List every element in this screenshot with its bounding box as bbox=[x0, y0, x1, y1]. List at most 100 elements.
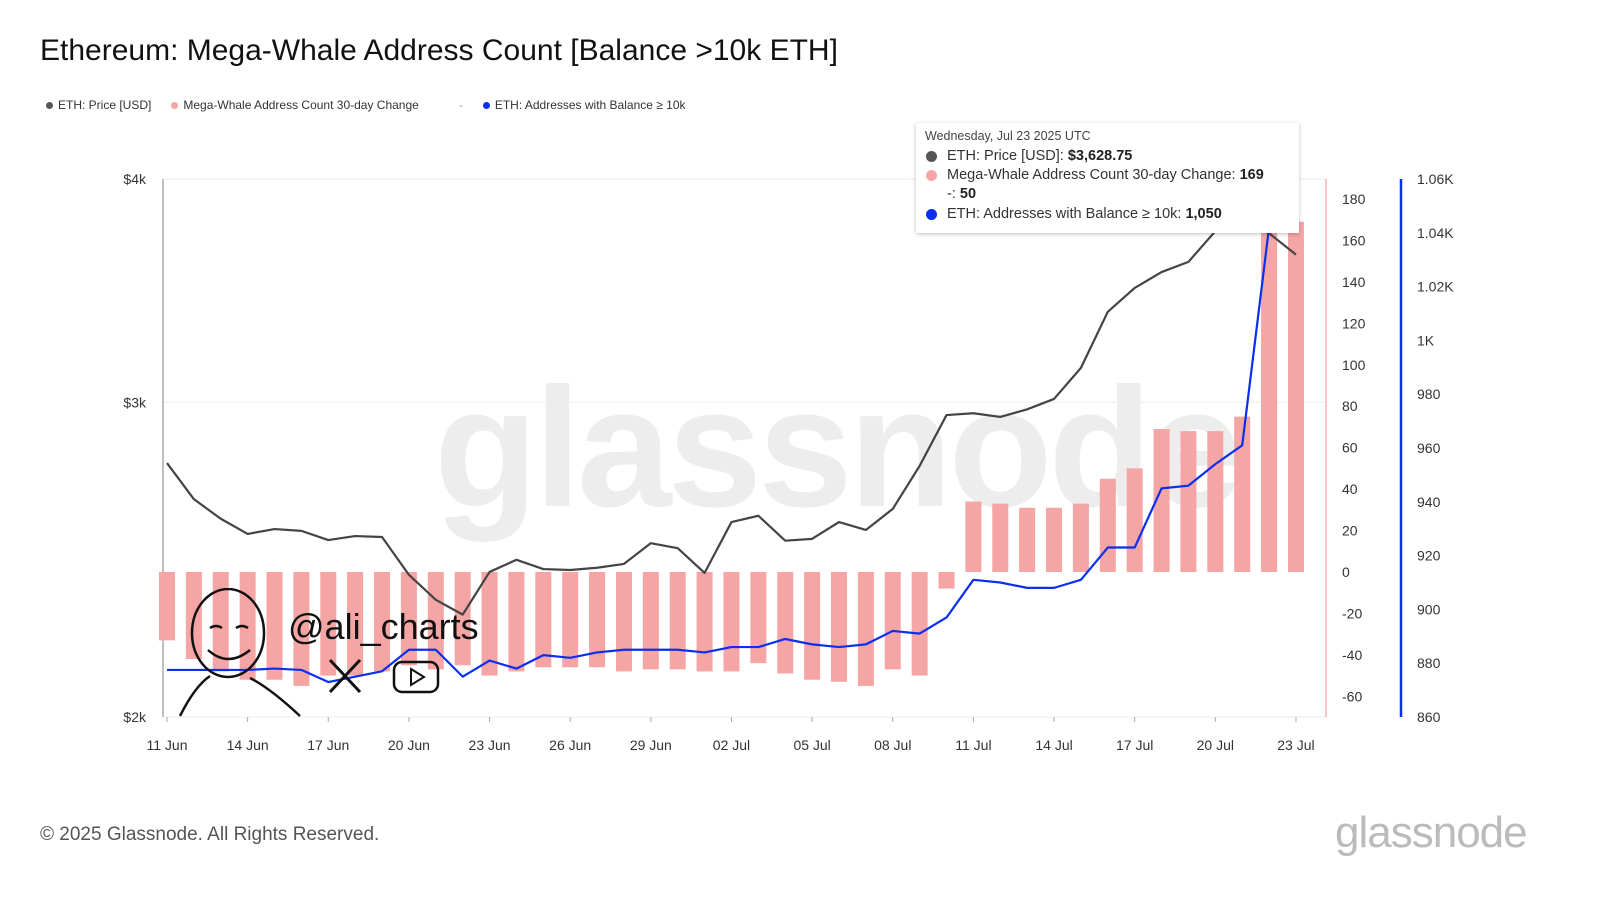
y-right-tick-label: -20 bbox=[1342, 605, 1362, 621]
bar bbox=[454, 572, 471, 666]
bar bbox=[1046, 507, 1063, 572]
legend-item-addresses[interactable]: ETH: Addresses with Balance ≥ 10k bbox=[482, 98, 686, 112]
chart-title: Ethereum: Mega-Whale Address Count [Bala… bbox=[40, 34, 838, 67]
tooltip-row-addresses: ETH: Addresses with Balance ≥ 10k: 1,050 bbox=[926, 206, 1222, 222]
legend-item-dash[interactable]: - bbox=[459, 98, 463, 112]
copyright: © 2025 Glassnode. All Rights Reserved. bbox=[40, 824, 380, 845]
tooltip-row-price: ETH: Price [USD]: $3,628.75 bbox=[926, 148, 1132, 164]
bar bbox=[1126, 468, 1143, 572]
overlay-branding bbox=[178, 588, 440, 717]
x-tick-label: 23 Jun bbox=[469, 737, 511, 753]
y-right-tick-label: -40 bbox=[1342, 647, 1362, 663]
y-right-tick-label: 160 bbox=[1342, 232, 1366, 248]
price-line bbox=[166, 221, 1297, 616]
y-left-tick-label: $4k bbox=[123, 171, 147, 187]
x-tick-label: 29 Jun bbox=[630, 737, 672, 753]
bar bbox=[266, 572, 283, 680]
bar bbox=[562, 572, 579, 668]
bar bbox=[1072, 503, 1089, 572]
y-right2-tick-label: 900 bbox=[1417, 601, 1441, 617]
bar bbox=[1180, 431, 1197, 572]
x-tick-label: 20 Jul bbox=[1197, 737, 1234, 753]
avatar-icon bbox=[178, 588, 301, 717]
bar bbox=[1207, 431, 1224, 572]
bar bbox=[1261, 194, 1278, 572]
bar bbox=[750, 572, 767, 664]
legend-dot-icon bbox=[171, 101, 179, 109]
bar bbox=[884, 572, 901, 670]
bar bbox=[159, 572, 175, 641]
tooltip-label: -: bbox=[947, 186, 956, 202]
x-tick-label: 05 Jul bbox=[793, 737, 830, 753]
y-right-tick-label: -60 bbox=[1342, 688, 1362, 704]
bar bbox=[1234, 416, 1251, 572]
bar bbox=[911, 572, 928, 676]
bar bbox=[320, 572, 337, 676]
legend: ETH: Price [USD] Mega-Whale Address Coun… bbox=[46, 98, 686, 112]
x-tick-label: 14 Jul bbox=[1035, 737, 1072, 753]
x-tick-label: 26 Jun bbox=[549, 737, 591, 753]
y-right2-tick-label: 1K bbox=[1417, 332, 1435, 348]
bar bbox=[615, 572, 632, 672]
bar bbox=[347, 572, 364, 676]
y-right2-tick-label: 1.04K bbox=[1417, 225, 1454, 241]
x-tick-label: 02 Jul bbox=[713, 737, 750, 753]
bar bbox=[1153, 429, 1170, 572]
bar bbox=[508, 572, 525, 672]
bar bbox=[723, 572, 740, 672]
y-right-tick-label: 140 bbox=[1342, 274, 1366, 290]
bar bbox=[804, 572, 821, 680]
tooltip: Wednesday, Jul 23 2025 UTC ETH: Price [U… bbox=[916, 123, 1299, 233]
y-right2-tick-label: 880 bbox=[1417, 655, 1441, 671]
y-right2-tick-label: 940 bbox=[1417, 494, 1441, 510]
legend-item-change[interactable]: Mega-Whale Address Count 30-day Change bbox=[171, 98, 419, 112]
tooltip-label: ETH: Price [USD]: bbox=[947, 148, 1064, 164]
bar bbox=[831, 572, 847, 682]
x-tick-label: 08 Jul bbox=[874, 737, 911, 753]
y-right-tick-label: 100 bbox=[1342, 357, 1366, 373]
tooltip-value: 1,050 bbox=[1185, 206, 1222, 222]
bar bbox=[857, 572, 874, 686]
dot-icon bbox=[926, 208, 937, 220]
y-right-tick-label: 60 bbox=[1342, 440, 1358, 456]
x-tick-label: 17 Jun bbox=[307, 737, 349, 753]
legend-item-price[interactable]: ETH: Price [USD] bbox=[46, 98, 151, 112]
x-tick-label: 20 Jun bbox=[388, 737, 430, 753]
bar bbox=[1287, 221, 1304, 572]
tooltip-row-change: Mega-Whale Address Count 30-day Change: … bbox=[926, 167, 1264, 183]
legend-dot-icon bbox=[482, 101, 490, 109]
dot-icon bbox=[926, 150, 937, 162]
y-right2-tick-label: 860 bbox=[1417, 709, 1441, 725]
glassnode-logo: glassnode bbox=[1335, 808, 1528, 857]
legend-label: ETH: Price [USD] bbox=[58, 98, 152, 112]
y-right2-tick-label: 1.02K bbox=[1417, 279, 1454, 295]
tooltip-label: ETH: Addresses with Balance ≥ 10k: bbox=[947, 206, 1182, 222]
x-tick-label: 11 Jul bbox=[955, 737, 991, 753]
bar bbox=[965, 501, 982, 572]
tooltip-value: 50 bbox=[959, 186, 977, 202]
y-right-tick-label: 120 bbox=[1342, 315, 1366, 331]
y-right2-tick-label: 980 bbox=[1417, 386, 1441, 402]
bar bbox=[400, 572, 417, 666]
dot-icon bbox=[926, 169, 937, 181]
bar bbox=[1099, 478, 1116, 572]
legend-label: ETH: Addresses with Balance ≥ 10k bbox=[494, 98, 686, 112]
bar bbox=[535, 572, 552, 668]
bar bbox=[992, 503, 1009, 572]
bar bbox=[1019, 507, 1036, 572]
bar bbox=[481, 572, 498, 676]
bar bbox=[293, 572, 310, 686]
youtube-icon bbox=[392, 660, 440, 694]
x-tick-label: 17 Jul bbox=[1116, 737, 1153, 753]
y-left-tick-label: $3k bbox=[123, 394, 147, 410]
bar bbox=[212, 572, 229, 672]
bar bbox=[374, 572, 391, 672]
bar bbox=[777, 572, 794, 674]
y-right2-tick-label: 1.06K bbox=[1417, 171, 1454, 187]
legend-label: Mega-Whale Address Count 30-day Change bbox=[183, 98, 419, 112]
tooltip-label: Mega-Whale Address Count 30-day Change: bbox=[947, 167, 1236, 183]
y-left-tick-label: $2k bbox=[123, 709, 147, 725]
x-tick-label: 11 Jun bbox=[147, 737, 188, 753]
x-tick-label: 23 Jul bbox=[1277, 737, 1314, 753]
y-right-tick-label: 80 bbox=[1342, 398, 1358, 414]
